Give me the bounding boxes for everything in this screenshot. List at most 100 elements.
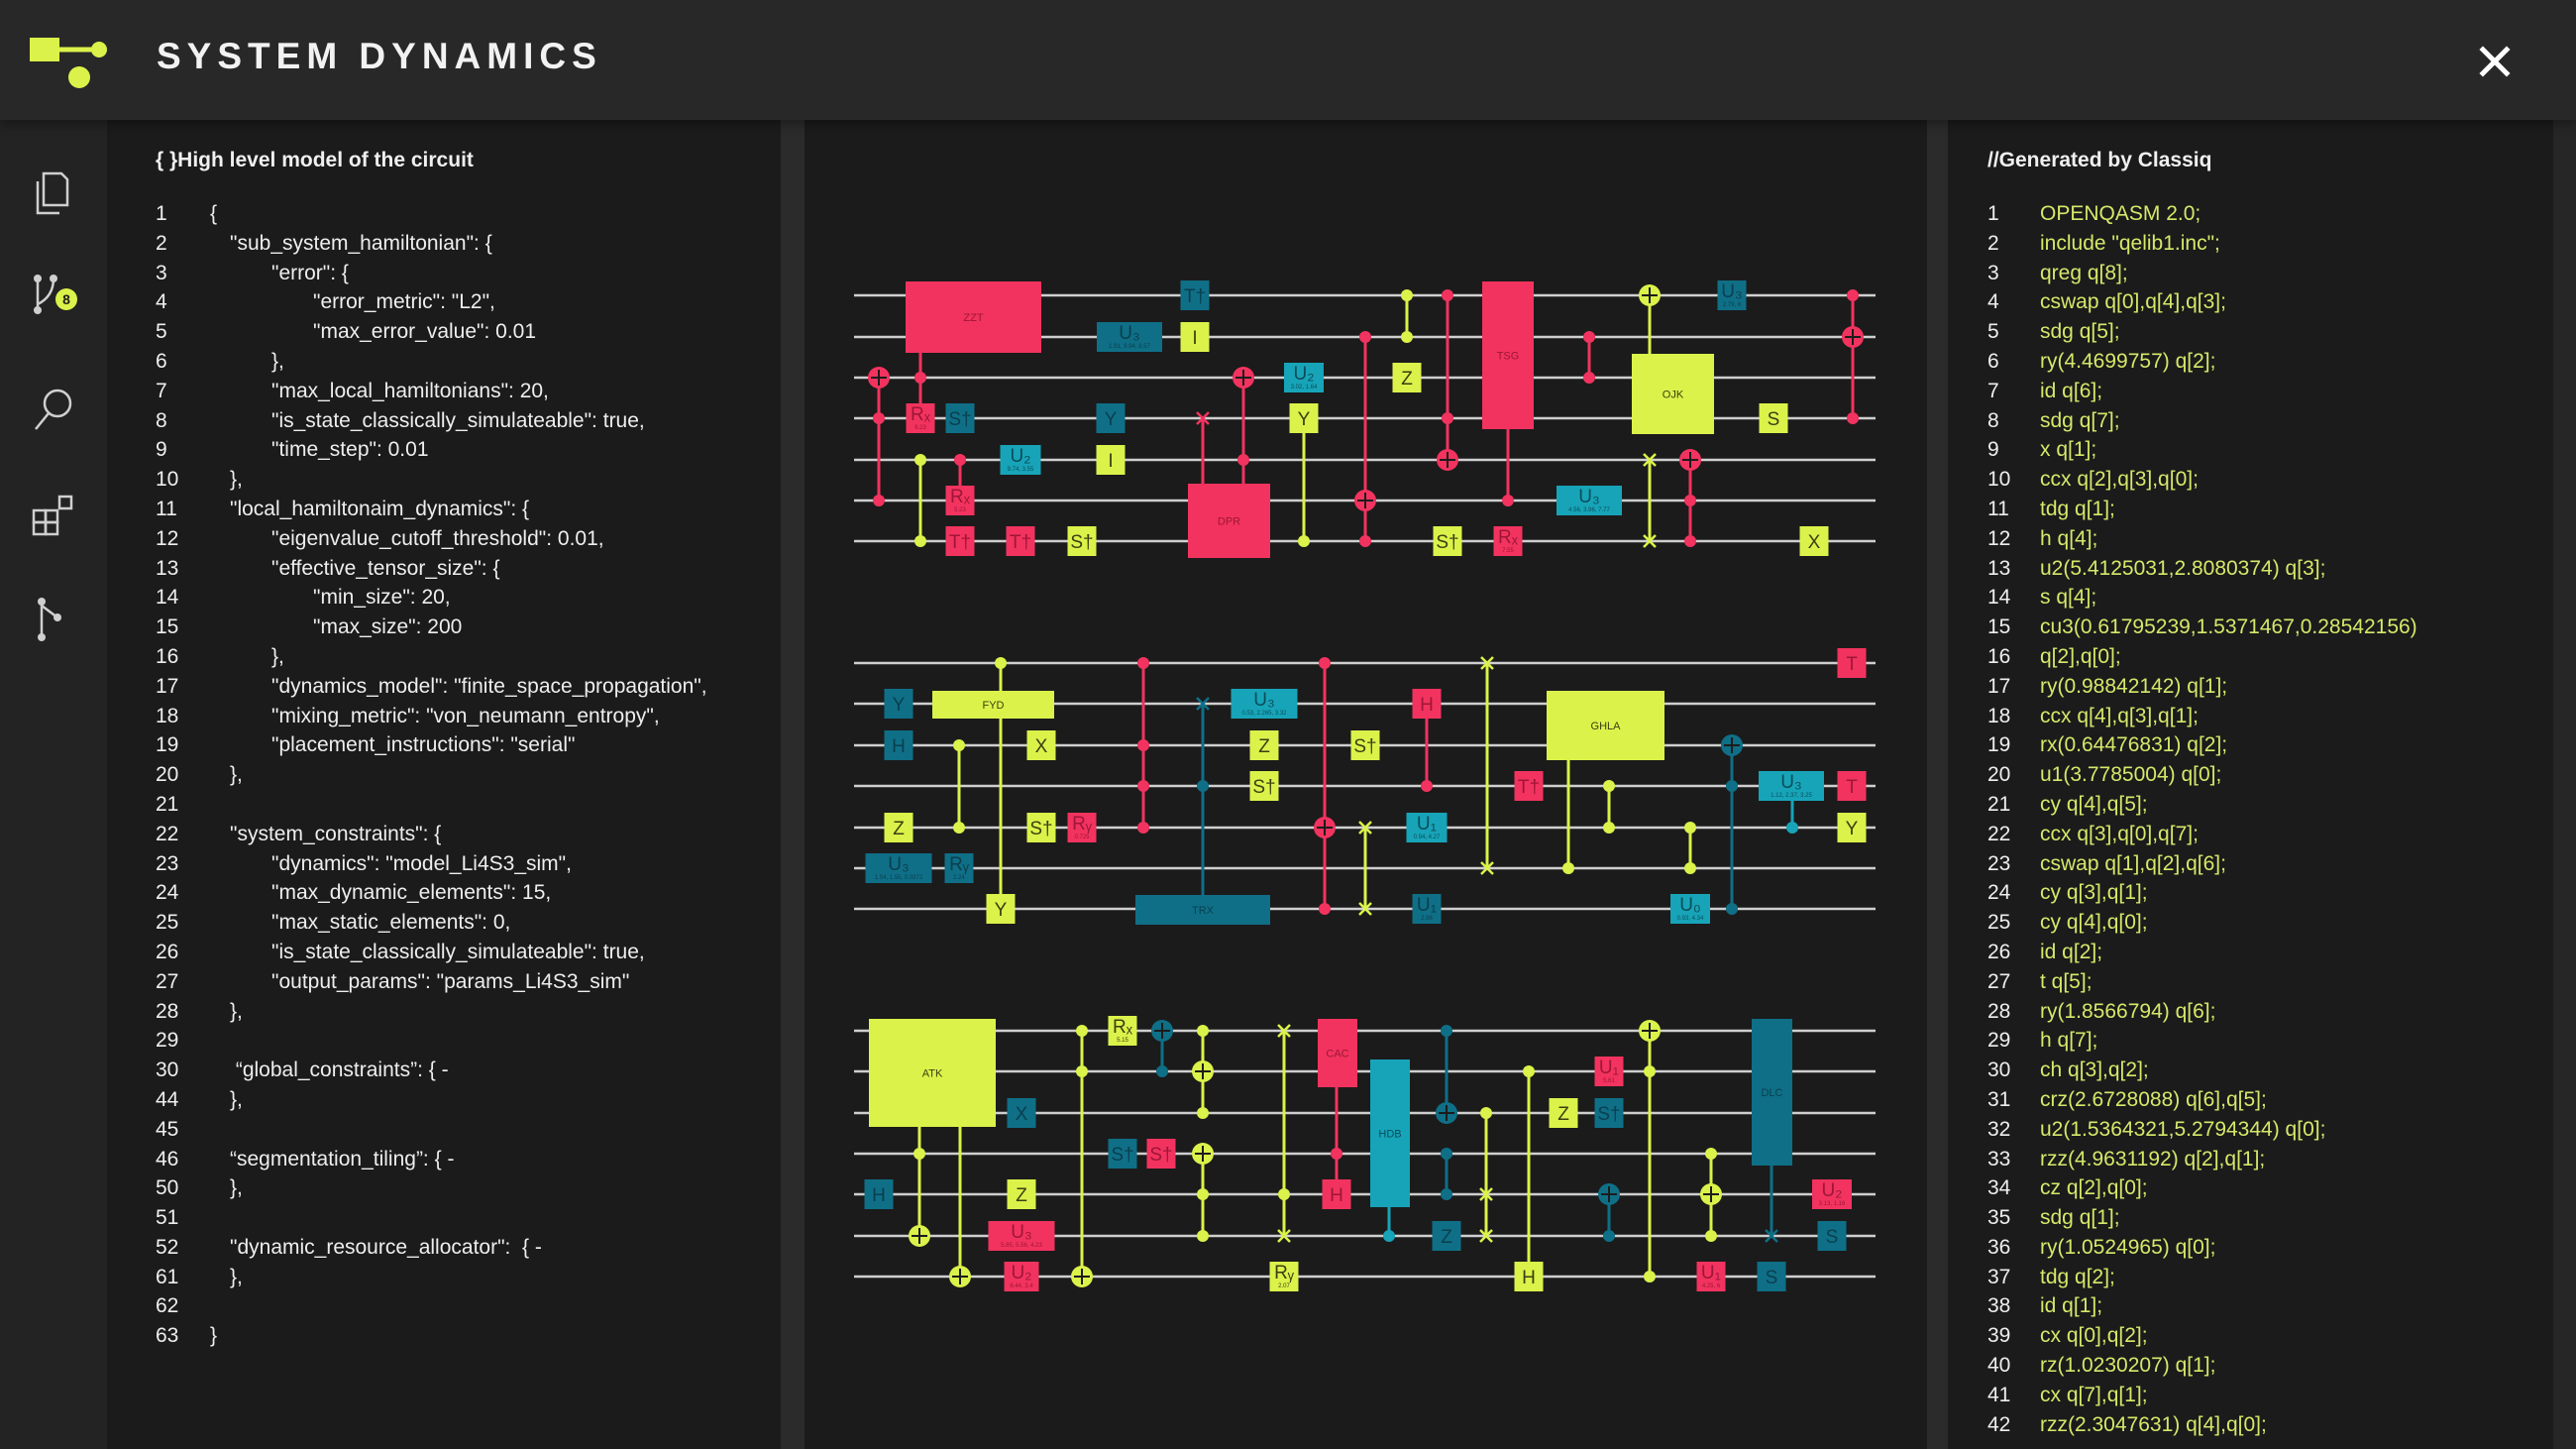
line-number: 17 bbox=[156, 674, 179, 698]
code-text: "effective_tensor_size": { bbox=[271, 556, 500, 580]
line-number: 26 bbox=[1987, 940, 2011, 963]
code-text: u2(5.4125031,2.8080374) q[3]; bbox=[2040, 556, 2326, 580]
gate-label: Rᵧ bbox=[1072, 814, 1093, 835]
gate-label: U₂ bbox=[1010, 446, 1030, 467]
target-cross bbox=[1601, 1186, 1617, 1202]
gate-r: Rₓ5.23 bbox=[945, 486, 975, 515]
gate-s: S† bbox=[1249, 771, 1279, 801]
documents-icon[interactable] bbox=[28, 167, 79, 219]
gate-parameters: 9.23 bbox=[914, 425, 926, 431]
gate-box bbox=[1717, 280, 1747, 310]
code-line: 28}, bbox=[156, 997, 707, 1027]
gate-label: Rᵧ bbox=[949, 854, 970, 875]
line-number: 7 bbox=[1987, 379, 1999, 402]
code-text: “segmentation_tiling”: { - bbox=[230, 1147, 455, 1170]
code-line: 25 "max_static_elements": 0, bbox=[156, 908, 707, 938]
gate-box bbox=[1370, 1059, 1410, 1207]
code-line: 41 cx q[7],q[1]; bbox=[1987, 1381, 2417, 1410]
line-number: 63 bbox=[156, 1324, 179, 1348]
splitter-right[interactable] bbox=[1927, 120, 1948, 1449]
target-cross bbox=[1439, 1105, 1454, 1121]
code-line: 31 crz(2.6728088) q[6],q[5]; bbox=[1987, 1085, 2417, 1115]
control-dot bbox=[1137, 657, 1149, 669]
gate-box bbox=[1670, 894, 1710, 924]
gate-box bbox=[1812, 1179, 1852, 1209]
line-number: 8 bbox=[156, 408, 167, 432]
code-text: tdg q[1]; bbox=[2040, 497, 2115, 520]
qasm-code[interactable]: 1 OPENQASM 2.0; 2 include "qelib1.inc"; 3 qre… bbox=[1987, 199, 2417, 1439]
gate-box bbox=[1514, 1262, 1544, 1291]
gate-box bbox=[1594, 1098, 1624, 1128]
gate-label: U₃ bbox=[1721, 281, 1742, 302]
line-number: 23 bbox=[156, 851, 179, 875]
gate-box bbox=[1067, 526, 1097, 556]
code-text: "max_error_value": 0.01 bbox=[313, 320, 537, 344]
gate-s: S† bbox=[1146, 1139, 1176, 1169]
gate-label: U₂ bbox=[1821, 1180, 1842, 1201]
code-text: u2(1.5364321,5.2794344) q[0]; bbox=[2040, 1117, 2326, 1141]
line-number: 18 bbox=[1987, 704, 2011, 727]
widgets-icon[interactable] bbox=[28, 489, 79, 540]
control-dot bbox=[914, 372, 926, 384]
gate-label: U₃ bbox=[1780, 772, 1801, 793]
code-line: 20 u1(3.7785004) q[0]; bbox=[1987, 760, 2417, 790]
gate-hdb: HDB bbox=[1370, 1059, 1410, 1207]
line-number: 15 bbox=[156, 615, 179, 639]
control-dot bbox=[1684, 862, 1696, 874]
gate-i: I bbox=[1180, 322, 1210, 352]
code-line: 13 u2(5.4125031,2.8080374) q[3]; bbox=[1987, 554, 2417, 584]
line-number: 22 bbox=[156, 822, 179, 845]
gate-parameters: 3.13, 1.16 bbox=[1819, 1201, 1846, 1207]
code-line: 4 cswap q[0],q[4],q[3]; bbox=[1987, 287, 2417, 317]
control-dot bbox=[1705, 1148, 1717, 1160]
gate-box bbox=[1007, 1179, 1036, 1209]
gate-label: T† bbox=[949, 532, 971, 553]
gate-label: S† bbox=[1353, 736, 1376, 757]
control-dot bbox=[1197, 1188, 1209, 1200]
gate-r: Rᵧ2.24 bbox=[944, 853, 974, 883]
gate-parameters: 9.74, 3.55 bbox=[1008, 467, 1034, 473]
code-text: sdg q[5]; bbox=[2040, 320, 2120, 344]
code-text: "sub_system_hamiltonian": { bbox=[230, 231, 492, 255]
gate-box bbox=[932, 691, 1054, 719]
control-dot bbox=[1603, 1230, 1615, 1242]
target-xor-icon bbox=[1354, 490, 1376, 511]
code-text: rzz(2.3047631) q[4],q[0]; bbox=[2040, 1412, 2267, 1436]
gate-t: T bbox=[1837, 648, 1867, 678]
line-number: 21 bbox=[1987, 792, 2011, 816]
code-text: u1(3.7785004) q[0]; bbox=[2040, 763, 2222, 787]
control-dot bbox=[1684, 495, 1696, 506]
splitter-left[interactable] bbox=[781, 120, 805, 1449]
gate-box bbox=[1547, 691, 1664, 760]
code-text: "error": { bbox=[271, 261, 349, 284]
code-line: 19 "placement_instructions": "serial" bbox=[156, 730, 707, 760]
code-text: }, bbox=[230, 1265, 243, 1288]
gate-label: Y bbox=[1105, 409, 1118, 430]
control-dot bbox=[1331, 1148, 1342, 1160]
code-line: 10 ccx q[2],q[3],q[0]; bbox=[1987, 465, 2417, 495]
sidebar-item-branches[interactable]: 8 bbox=[28, 269, 79, 320]
model-code[interactable]: 1{2 "sub_system_hamiltonian": {3 "error": … bbox=[156, 199, 707, 1351]
target-xor-icon bbox=[1679, 449, 1701, 471]
close-icon[interactable] bbox=[2475, 42, 2515, 81]
branch-icon bbox=[34, 275, 57, 314]
code-text: "max_dynamic_elements": 15, bbox=[271, 881, 552, 905]
line-number: 23 bbox=[1987, 851, 2011, 875]
gate-label: U₃ bbox=[1119, 323, 1139, 344]
scrollbar-track[interactable] bbox=[2553, 120, 2576, 1449]
code-text: }, bbox=[230, 1087, 243, 1111]
line-number: 5 bbox=[156, 320, 167, 344]
gate-label: Y bbox=[893, 695, 906, 716]
gate-box bbox=[1096, 445, 1126, 475]
gate-box bbox=[1284, 363, 1324, 392]
code-text: ry(1.8566794) q[6]; bbox=[2040, 999, 2216, 1023]
gate-label: X bbox=[1035, 736, 1048, 757]
code-line: 7 id q[6]; bbox=[1987, 377, 2417, 406]
search-icon[interactable] bbox=[28, 384, 79, 435]
fork-icon[interactable] bbox=[28, 594, 79, 645]
line-number: 18 bbox=[156, 704, 179, 727]
code-text: x q[1]; bbox=[2040, 438, 2097, 462]
gate-u: U₃2.79, 6 bbox=[1717, 280, 1747, 310]
line-number: 28 bbox=[1987, 999, 2011, 1023]
